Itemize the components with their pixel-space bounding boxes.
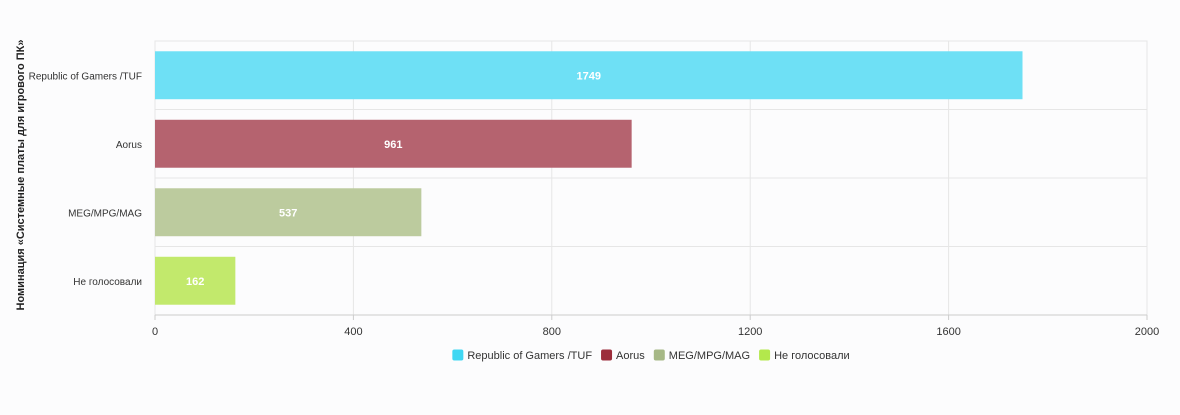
data-label: 162 xyxy=(186,276,204,288)
bars: 1749 961 537 162 xyxy=(155,51,1023,305)
legend: Republic of Gamers /TUF Aorus MEG/MPG/MAG Н… xyxy=(452,349,850,362)
legend-swatch xyxy=(452,349,464,361)
data-label: 1749 xyxy=(577,70,601,82)
y-axis: Republic of Gamers /TUF Aorus MEG/MPG/MAG Н… xyxy=(29,71,143,288)
legend-label: Aorus xyxy=(616,350,645,362)
bar xyxy=(155,188,422,237)
y-category-label: Не голосовали xyxy=(73,277,142,288)
x-tick-label: 1600 xyxy=(936,326,960,338)
legend-label: MEG/MPG/MAG xyxy=(669,350,750,362)
x-tick-label: 400 xyxy=(344,326,362,338)
x-tick-label: 2000 xyxy=(1135,326,1159,338)
x-tick-label: 800 xyxy=(543,326,561,338)
bar xyxy=(155,256,236,305)
y-category-label: MEG/MPG/MAG xyxy=(68,208,142,219)
x-axis: 0 400 800 1200 1600 2000 xyxy=(152,314,1159,338)
legend-swatch xyxy=(759,349,771,361)
data-label: 537 xyxy=(279,207,297,219)
legend-swatch xyxy=(601,349,613,361)
bar xyxy=(155,119,632,168)
x-tick-label: 1200 xyxy=(738,326,762,338)
y-category-label: Republic of Gamers /TUF xyxy=(29,71,142,82)
y-axis-title: Номинация «Системные платы для игрового … xyxy=(15,40,27,311)
legend-label: Не голосовали xyxy=(774,350,850,362)
y-category-label: Aorus xyxy=(116,140,142,151)
legend-label: Republic of Gamers /TUF xyxy=(467,350,592,362)
legend-swatch xyxy=(653,349,665,361)
data-label: 961 xyxy=(384,139,402,151)
bar xyxy=(155,51,1023,100)
x-tick-label: 0 xyxy=(152,326,158,338)
